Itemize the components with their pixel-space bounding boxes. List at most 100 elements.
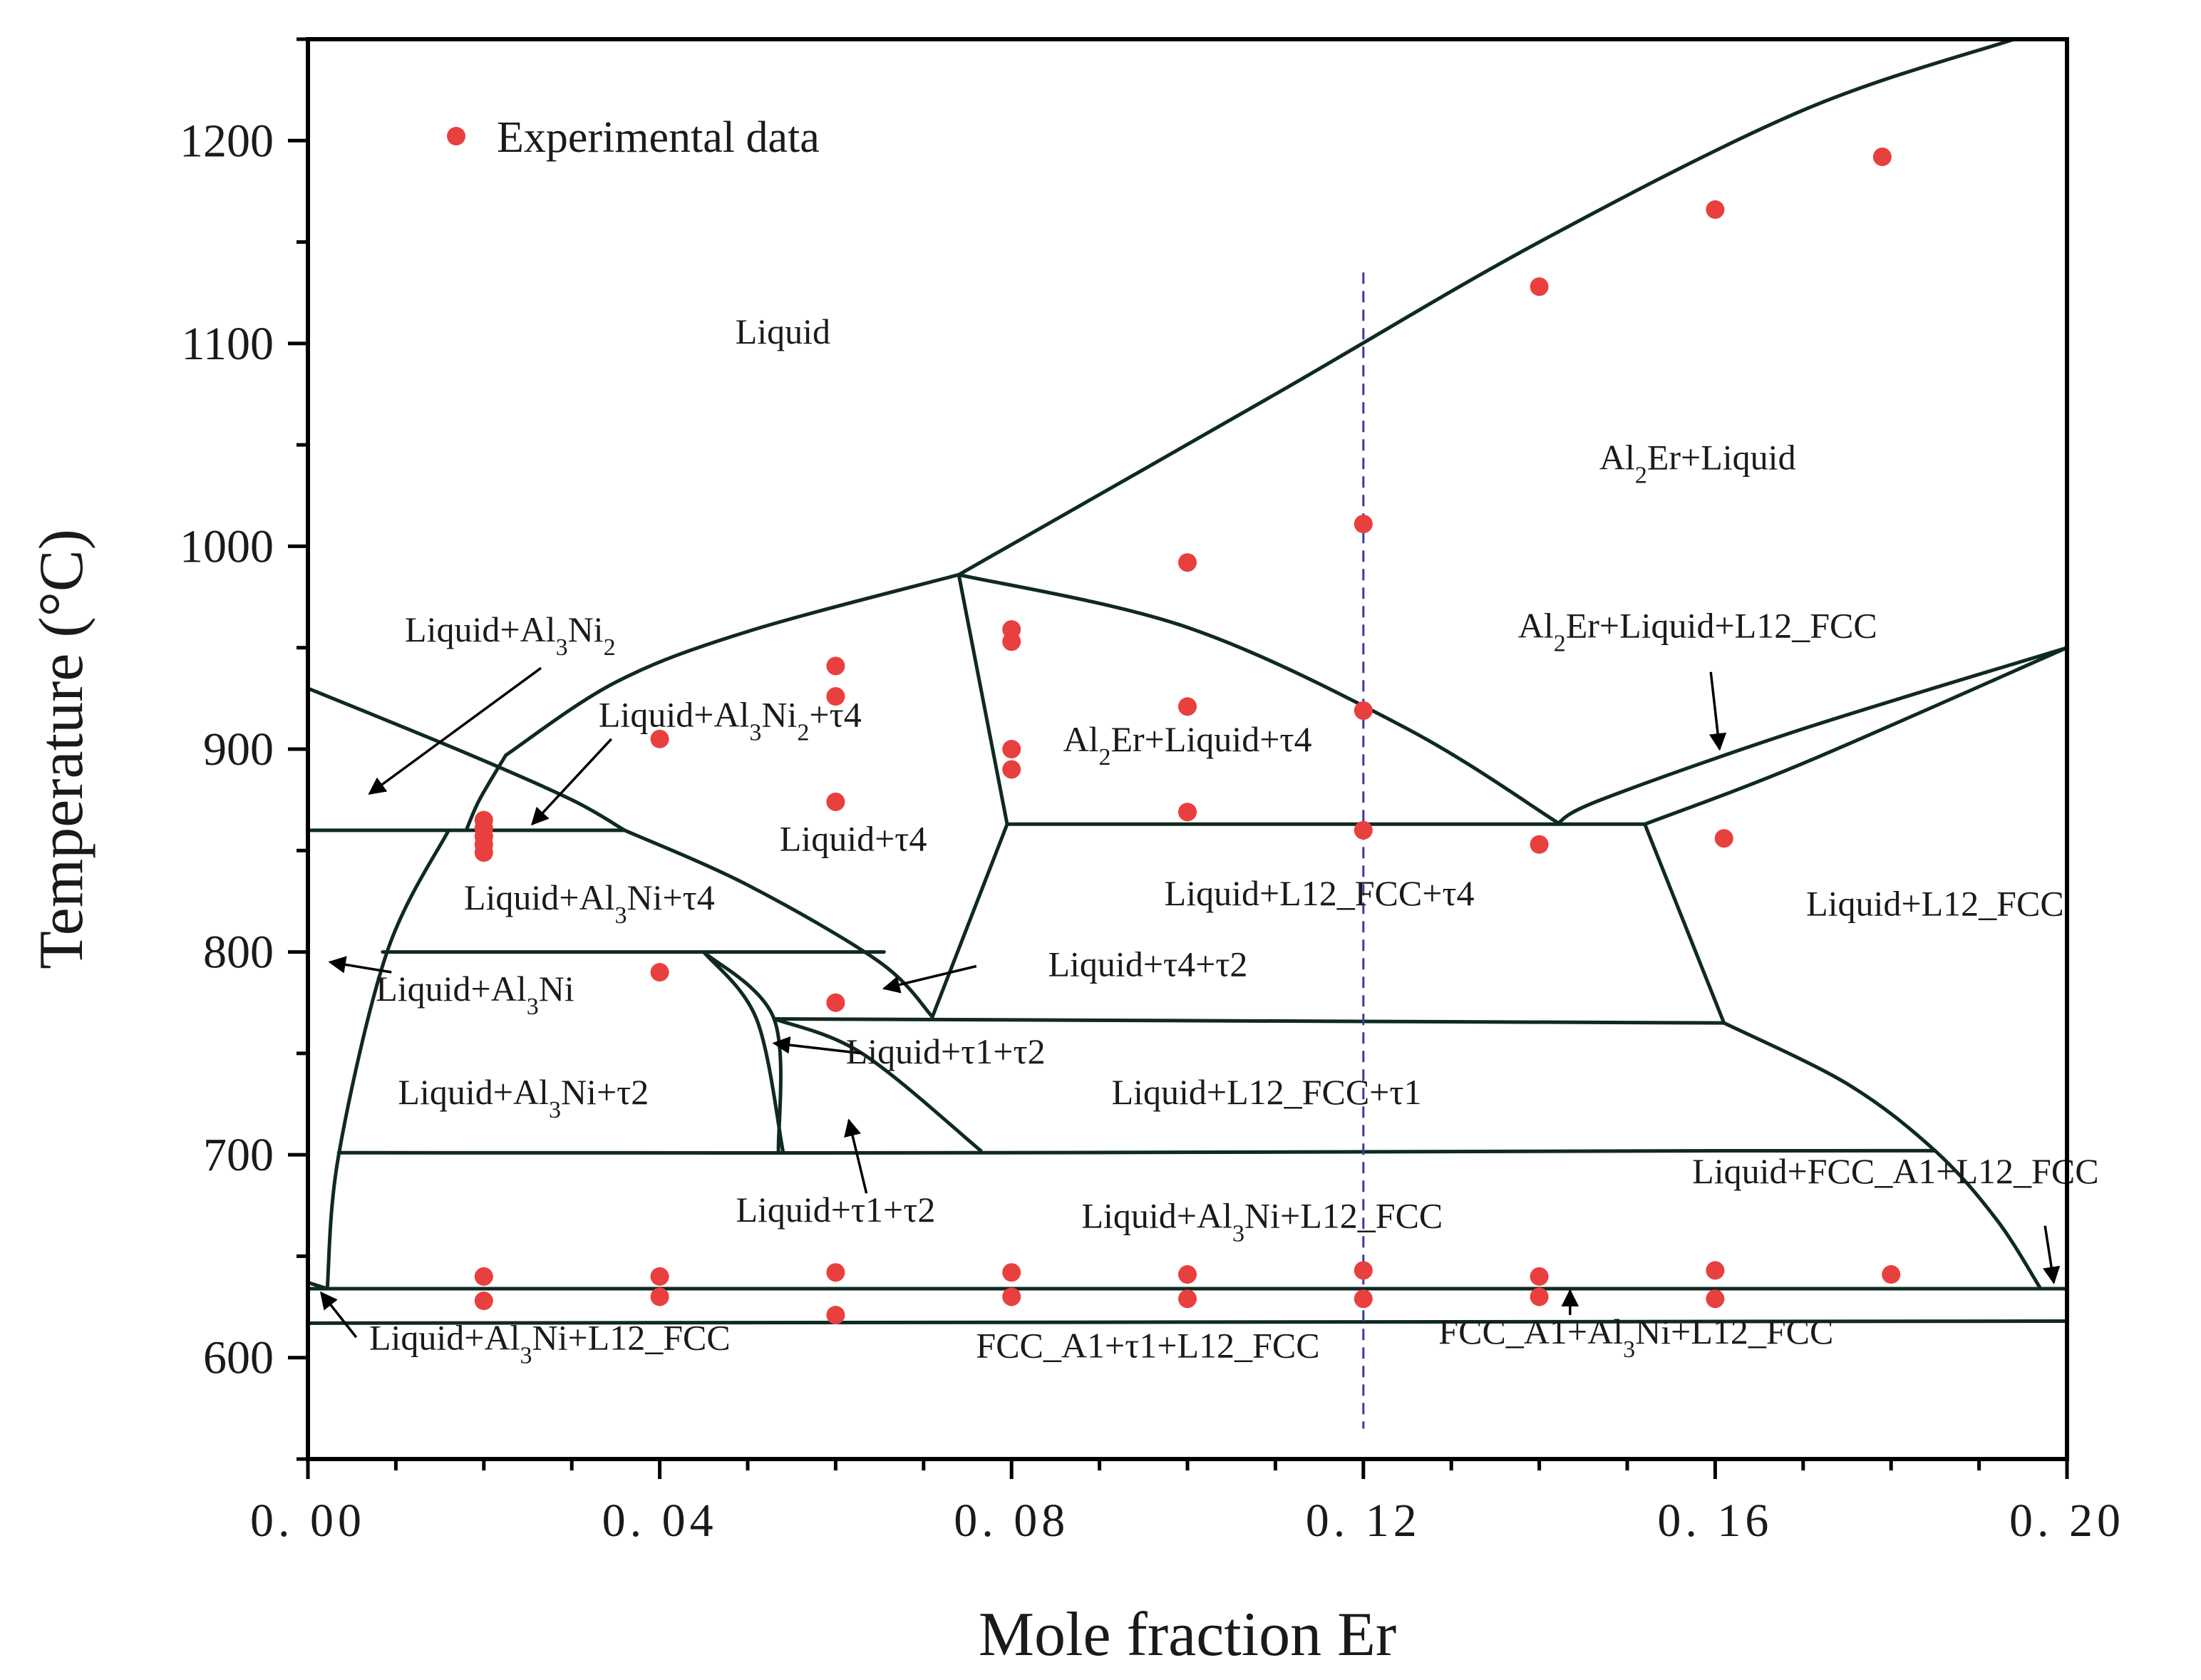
data-point [1178,697,1197,716]
experimental-points [474,148,1901,1324]
x-axis: 0. 00 0. 04 0. 08 0. 12 0. 16 0. 20 [250,1459,2120,1547]
data-point [1002,740,1021,758]
boundary-tau4-l12 [930,822,1009,1019]
y-tick-label: 1200 [180,115,274,167]
x-axis-title: Mole fraction Er [979,1600,1396,1669]
label-arrow [328,956,392,974]
stub-eutectic-left [306,1280,329,1291]
y-tick-label: 1000 [180,520,274,572]
label-arrow [1708,671,1727,751]
data-point [1002,1287,1021,1307]
phase-boundaries [306,37,2069,1325]
label-arrow [772,1036,862,1055]
x-tick-label: 0. 08 [954,1495,1069,1547]
region-label: Liquid+Al3Ni+τ4 [464,877,715,929]
liquidus-al2er [957,37,2016,577]
region-label: Liquid+τ4+τ2 [1048,944,1248,984]
liquidus-tau4 [504,572,961,758]
data-point [650,729,669,748]
data-point [1530,277,1549,297]
label-arrow [844,1118,868,1194]
region-label: Liquid+L12_FCC [1806,883,2064,923]
data-point [1706,1261,1725,1280]
x-tick-label: 0. 12 [1306,1495,1421,1547]
boundary-l12-eutectic-2 [1643,646,2069,826]
data-point [1002,1263,1021,1282]
data-point [1872,148,1892,167]
data-point [826,792,845,811]
region-label: Liquid+L12_FCC+τ1 [1112,1072,1422,1112]
data-point [1002,760,1021,779]
boundary-al3ni-left [325,828,450,1291]
data-point [650,1267,669,1286]
data-point [474,843,493,862]
region-labels: Liquid Al2Er+Liquid Liquid+Al3Ni2 Liquid+Al… [369,311,2099,1369]
x-tick-label: 0. 04 [602,1495,718,1547]
data-point [1178,553,1197,572]
label-pointers [319,666,2061,1339]
data-point [1354,820,1373,840]
label-arrow [319,1291,358,1339]
isotherm-767 [772,1016,1726,1025]
region-label: FCC_A1+τ1+L12_FCC [976,1326,1319,1366]
liquidus-al3ni2-upper [464,753,508,833]
data-point [1882,1265,1901,1284]
y-tick-label: 1100 [181,318,274,370]
region-label: Al2Er+Liquid [1599,437,1796,488]
label-arrow [2043,1225,2061,1284]
region-label: Liquid+Al3Ni [376,969,574,1020]
y-tick-label: 700 [203,1129,274,1181]
boundary-tau1-right [772,1016,983,1153]
label-arrow [882,964,977,994]
y-axis: 600 700 800 900 1000 1100 1200 [180,37,308,1461]
data-point [826,1305,845,1324]
boundary-al2er-liquid-tau4 [957,572,1559,824]
data-point [826,1263,845,1282]
x-tick-label: 0. 00 [250,1495,366,1547]
isotherm-701 [336,1148,1937,1155]
data-point [1354,1289,1373,1309]
legend-marker [447,127,465,145]
boundary-fcc-a1 [1722,1021,2043,1291]
y-axis-title: Temperature (°C) [27,529,96,969]
data-point [474,1267,493,1286]
boundary-l12-eutectic-1 [1555,646,2069,826]
region-label: Liquid+Al3Ni+L12_FCC [369,1317,731,1369]
data-point [1178,803,1197,822]
data-point [1530,1287,1549,1307]
data-point [1354,1261,1373,1280]
region-label: FCC_A1+Al3Ni+L12_FCC [1438,1311,1833,1363]
data-point [1530,835,1549,854]
label-arrow [531,738,613,826]
region-label: Liquid+Al3Ni2 [405,609,616,661]
data-point [1706,200,1725,220]
legend: Experimental data [447,113,820,162]
data-point [826,993,845,1012]
data-point [474,1292,493,1311]
data-point [650,1287,669,1307]
data-point [826,656,845,676]
label-arrow [368,666,542,795]
x-tick-label: 0. 16 [1657,1495,1773,1547]
region-label: Liquid+Al3Ni2+τ4 [599,695,862,746]
region-label: Liquid+Al3Ni+τ2 [398,1072,649,1123]
data-point [826,687,845,706]
region-label: Liquid [736,311,830,351]
boundary-tau4-al2er [957,572,1009,826]
region-label: Liquid+Al3Ni+L12_FCC [1081,1196,1443,1247]
data-point [1354,701,1373,720]
y-tick-label: 900 [203,723,274,775]
region-label: Liquid+FCC_A1+L12_FCC [1692,1151,2098,1191]
region-label: Liquid+τ1+τ2 [736,1190,935,1230]
legend-label: Experimental data [497,113,820,162]
region-label: Liquid+τ1+τ2 [846,1031,1046,1071]
region-label: Liquid+L12_FCC+τ4 [1165,873,1475,913]
data-point [1706,1289,1725,1309]
y-tick-label: 800 [203,927,274,979]
boundary-l12-right [1643,822,1726,1025]
y-tick-label: 600 [203,1332,274,1384]
data-point [1178,1289,1197,1309]
region-label: Al2Er+Liquid+L12_FCC [1518,605,1877,656]
data-point [1002,632,1021,651]
liquidus-al3ni2 [306,686,627,833]
